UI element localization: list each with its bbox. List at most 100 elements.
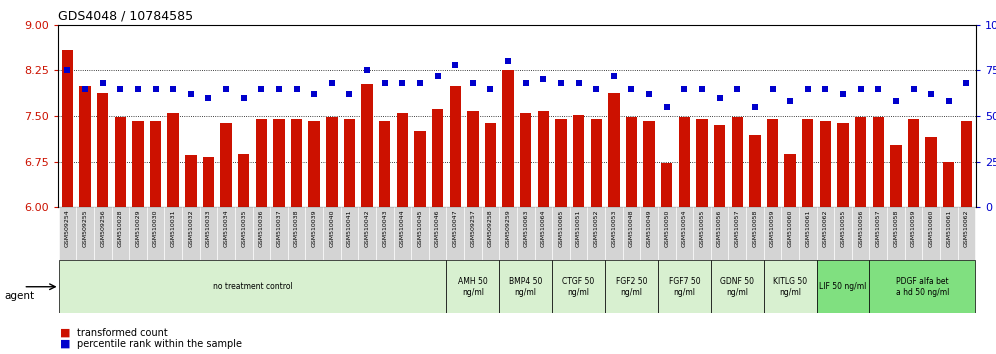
Text: GSM510061: GSM510061: [805, 210, 811, 247]
Bar: [256, 119, 267, 207]
Bar: [59, 260, 446, 313]
Text: GSM509254: GSM509254: [65, 210, 70, 247]
Bar: [538, 111, 549, 207]
Bar: [605, 260, 658, 313]
Bar: [62, 50, 73, 207]
Text: GSM510062: GSM510062: [823, 210, 828, 247]
Bar: [182, 207, 199, 260]
Text: GSM510037: GSM510037: [277, 210, 282, 247]
Bar: [838, 123, 849, 207]
Text: GSM509258: GSM509258: [488, 210, 493, 247]
Bar: [711, 260, 764, 313]
Bar: [961, 121, 972, 207]
Text: GSM510047: GSM510047: [453, 210, 458, 247]
Point: [447, 62, 463, 68]
Text: GSM509255: GSM509255: [83, 210, 88, 247]
Bar: [835, 207, 852, 260]
Point: [482, 86, 498, 91]
Text: AMH 50
ng/ml: AMH 50 ng/ml: [458, 277, 488, 297]
Bar: [199, 207, 217, 260]
Bar: [535, 207, 552, 260]
Bar: [573, 115, 585, 207]
Text: GSM510060: GSM510060: [928, 210, 933, 247]
Point: [536, 77, 552, 82]
Text: GSM510045: GSM510045: [417, 210, 422, 247]
Text: no treatment control: no treatment control: [213, 282, 293, 291]
Bar: [731, 117, 743, 207]
Text: BMP4 50
ng/ml: BMP4 50 ng/ml: [509, 277, 543, 297]
Text: GSM510055: GSM510055: [699, 210, 704, 247]
Text: GSM510049: GSM510049: [646, 210, 651, 247]
Text: PDGF alfa bet
a hd 50 ng/ml: PDGF alfa bet a hd 50 ng/ml: [895, 277, 949, 297]
Bar: [270, 207, 288, 260]
Point: [342, 91, 358, 97]
Point: [553, 80, 569, 86]
Text: GSM510028: GSM510028: [118, 210, 123, 247]
Text: GSM510040: GSM510040: [330, 210, 335, 247]
Bar: [678, 117, 690, 207]
Bar: [622, 207, 640, 260]
Text: GDS4048 / 10784585: GDS4048 / 10784585: [58, 10, 193, 22]
Bar: [499, 260, 552, 313]
Point: [941, 98, 957, 104]
Point: [676, 86, 692, 91]
Bar: [379, 121, 390, 207]
Bar: [693, 207, 711, 260]
Bar: [485, 123, 496, 207]
Point: [218, 86, 234, 91]
Point: [130, 86, 146, 91]
Bar: [890, 145, 901, 207]
Bar: [167, 113, 179, 207]
Bar: [746, 207, 764, 260]
Text: LIF 50 ng/ml: LIF 50 ng/ml: [820, 282, 867, 291]
Bar: [658, 260, 711, 313]
Bar: [925, 137, 937, 207]
Bar: [359, 207, 375, 260]
Bar: [922, 207, 940, 260]
Point: [289, 86, 305, 91]
Bar: [817, 260, 870, 313]
Bar: [661, 163, 672, 207]
Point: [747, 104, 763, 110]
Bar: [887, 207, 904, 260]
Point: [818, 86, 834, 91]
Bar: [393, 207, 411, 260]
Point: [606, 73, 622, 79]
Point: [905, 86, 921, 91]
Point: [60, 68, 76, 73]
Point: [589, 86, 605, 91]
Bar: [570, 207, 588, 260]
Bar: [799, 207, 817, 260]
Text: transformed count: transformed count: [77, 328, 167, 338]
Bar: [711, 207, 728, 260]
Point: [729, 86, 745, 91]
Bar: [482, 207, 499, 260]
Text: GSM510059: GSM510059: [770, 210, 775, 247]
Bar: [870, 260, 975, 313]
Text: GSM510046: GSM510046: [435, 210, 440, 247]
Text: GSM510055: GSM510055: [841, 210, 846, 247]
Point: [77, 86, 93, 91]
Point: [253, 86, 269, 91]
Point: [376, 80, 392, 86]
Bar: [235, 207, 253, 260]
Bar: [696, 119, 708, 207]
Bar: [341, 207, 359, 260]
Point: [694, 86, 710, 91]
Text: GSM509256: GSM509256: [101, 210, 106, 247]
Text: ■: ■: [60, 328, 71, 338]
Bar: [764, 207, 781, 260]
Bar: [785, 154, 796, 207]
Text: GSM510048: GSM510048: [629, 210, 634, 247]
Bar: [238, 154, 249, 207]
Text: GSM510034: GSM510034: [223, 210, 229, 247]
Bar: [499, 207, 517, 260]
Text: GSM510051: GSM510051: [576, 210, 581, 247]
Bar: [591, 119, 602, 207]
Bar: [306, 207, 323, 260]
Text: GSM510036: GSM510036: [259, 210, 264, 247]
Bar: [112, 207, 129, 260]
Point: [200, 95, 216, 101]
Bar: [517, 207, 535, 260]
Text: GSM510061: GSM510061: [946, 210, 951, 247]
